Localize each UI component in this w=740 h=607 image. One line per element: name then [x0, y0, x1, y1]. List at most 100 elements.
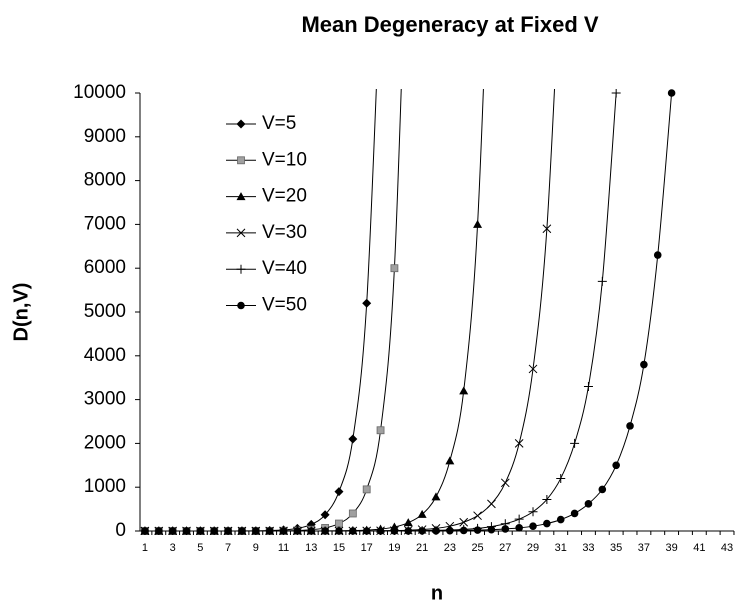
marker [487, 525, 496, 534]
x-axis-label: n [431, 582, 443, 604]
x-tick-label: 27 [499, 542, 511, 554]
marker [362, 298, 372, 308]
x-tick-label: 21 [416, 542, 428, 554]
marker [320, 510, 330, 520]
series-line [144, 89, 484, 532]
marker [348, 509, 357, 518]
marker [584, 500, 593, 508]
y-tick-label: 1000 [84, 476, 126, 497]
x-tick-label: 9 [253, 542, 259, 554]
marker [487, 499, 496, 509]
marker [583, 381, 593, 391]
marker [236, 119, 246, 129]
y-tick-label: 6000 [84, 257, 126, 278]
y-tick-label: 9000 [84, 126, 126, 147]
marker [514, 514, 524, 524]
series-line [144, 92, 673, 532]
y-tick-label: 10000 [73, 82, 126, 103]
marker [598, 485, 607, 494]
marker [417, 509, 427, 518]
legend-label: V=5 [262, 113, 296, 134]
marker [390, 264, 399, 273]
x-tick-label: 1 [142, 542, 148, 554]
marker [236, 192, 246, 201]
marker [570, 509, 579, 518]
marker [514, 439, 524, 448]
legend-label: V=50 [262, 295, 307, 316]
x-tick-label: 7 [225, 542, 231, 554]
legend-label: V=20 [262, 186, 307, 207]
x-tick-label: 19 [388, 542, 400, 554]
marker [236, 228, 246, 238]
x-tick-label: 41 [693, 542, 705, 554]
marker [473, 511, 482, 521]
marker [403, 518, 413, 527]
y-tick-label: 2000 [84, 432, 126, 453]
x-tick-label: 23 [444, 542, 456, 554]
marker [459, 517, 469, 527]
plot-area [140, 89, 676, 535]
marker [556, 473, 566, 483]
marker [362, 485, 371, 494]
marker [626, 422, 634, 430]
marker [348, 434, 358, 444]
x-tick-label: 37 [638, 542, 650, 554]
y-tick-label: 0 [115, 520, 126, 541]
marker [515, 524, 523, 532]
x-tick-label: 3 [170, 542, 176, 554]
x-tick-label: 43 [721, 542, 733, 554]
x-tick-label: 29 [527, 542, 539, 554]
x-tick-label: 17 [361, 542, 373, 554]
marker [640, 360, 648, 369]
marker [612, 461, 620, 470]
marker [570, 438, 580, 448]
marker [528, 364, 538, 374]
y-tick-label: 8000 [84, 170, 126, 191]
marker [334, 487, 344, 497]
legend-label: V=30 [262, 222, 307, 243]
marker [556, 515, 565, 524]
marker [611, 89, 621, 98]
marker [237, 156, 245, 165]
marker [528, 507, 538, 517]
y-tick-label: 3000 [84, 389, 126, 410]
legend-label: V=10 [262, 149, 307, 170]
marker [653, 251, 662, 259]
marker [542, 224, 552, 234]
legend-label: V=40 [262, 258, 307, 279]
marker [597, 276, 607, 286]
x-tick-label: 15 [333, 542, 345, 554]
y-tick-label: 5000 [84, 301, 126, 322]
marker [501, 525, 510, 533]
x-tick-label: 11 [278, 542, 289, 554]
marker [529, 522, 537, 530]
x-tick-label: 35 [610, 542, 622, 554]
y-axis-label: D(n,V) [10, 283, 32, 342]
marker [376, 426, 385, 435]
x-tick-label: 25 [471, 542, 483, 554]
marker [473, 526, 482, 534]
marker [542, 494, 552, 504]
y-tick-label: 7000 [84, 213, 126, 234]
x-tick-label: 39 [665, 542, 677, 554]
series-line [144, 92, 617, 532]
marker [236, 264, 246, 274]
marker [543, 519, 551, 528]
y-tick-label: 4000 [84, 345, 126, 366]
x-tick-label: 13 [305, 542, 317, 554]
marker [500, 478, 510, 488]
marker [431, 492, 441, 501]
x-tick-label: 31 [555, 542, 567, 554]
x-tick-label: 33 [582, 542, 594, 554]
marker [473, 219, 483, 228]
marker [237, 301, 245, 310]
x-tick-label: 5 [197, 542, 203, 554]
series-line [144, 89, 556, 532]
marker [459, 386, 469, 395]
marker [667, 89, 676, 97]
marker [445, 456, 455, 465]
chart-title: Mean Degeneracy at Fixed V [301, 12, 598, 37]
marker [335, 519, 343, 528]
marker [459, 526, 468, 535]
